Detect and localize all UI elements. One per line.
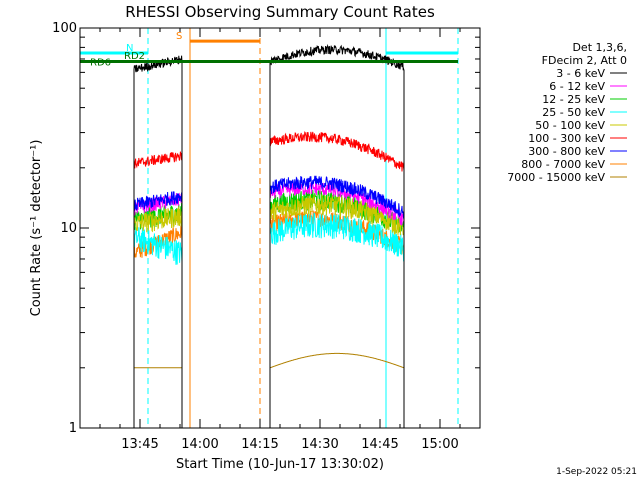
flag-bars bbox=[80, 39, 458, 63]
series-line bbox=[133, 151, 183, 428]
series-line bbox=[133, 225, 183, 428]
y-tick-label: 10 bbox=[60, 221, 77, 236]
x-tick-label: 15:00 bbox=[421, 437, 458, 452]
series-line bbox=[269, 43, 405, 428]
flag-label: RD6 bbox=[90, 57, 111, 68]
series-line bbox=[133, 206, 183, 428]
series-line bbox=[133, 226, 183, 428]
legend-entry-label: 7000 - 15000 keV bbox=[507, 171, 605, 184]
legend-entry-label: 3 - 6 keV bbox=[556, 67, 605, 80]
series-line bbox=[269, 352, 405, 428]
x-tick-label: 13:45 bbox=[121, 437, 158, 452]
x-tick-label: 14:00 bbox=[181, 437, 218, 452]
timestamp: 1-Sep-2022 05:21 bbox=[556, 467, 637, 477]
x-axis-label: Start Time (10-Jun-17 13:30:02) bbox=[176, 457, 384, 472]
flag-label: RD2 bbox=[124, 51, 145, 62]
y-tick-label: 1 bbox=[69, 421, 77, 436]
legend-entry-label: 6 - 12 keV bbox=[549, 80, 605, 93]
y-axis-label: Count Rate (s⁻¹ detector⁻¹) bbox=[29, 140, 44, 317]
x-tick-label: 14:15 bbox=[241, 437, 278, 452]
legend-header: FDecim 2, Att 0 bbox=[542, 54, 627, 67]
y-tick-label: 100 bbox=[52, 21, 77, 36]
y-axis-ticks: 1 10 100 bbox=[52, 21, 480, 436]
chart-title: RHESSI Observing Summary Count Rates bbox=[125, 3, 435, 21]
legend-entry-label: 12 - 25 keV bbox=[542, 93, 605, 106]
legend-entry-label: 25 - 50 keV bbox=[542, 106, 605, 119]
series-line bbox=[269, 212, 405, 428]
series-line bbox=[269, 131, 405, 428]
x-tick-label: 14:30 bbox=[301, 437, 338, 452]
flag-label: N bbox=[126, 43, 133, 54]
legend-entry-label: 800 - 7000 keV bbox=[521, 158, 605, 171]
x-axis-ticks: 13:45 14:00 14:15 14:30 14:45 15:00 bbox=[79, 28, 481, 452]
flag-label: S bbox=[176, 31, 182, 42]
legend-header: Det 1,3,6, bbox=[572, 41, 627, 54]
flag-labels: N S RD2 RD6 bbox=[90, 31, 182, 68]
legend-entry-label: 50 - 100 keV bbox=[535, 119, 605, 132]
series-line bbox=[133, 191, 183, 428]
legend-entry-label: 300 - 800 keV bbox=[528, 145, 605, 158]
x-tick-label: 14:45 bbox=[361, 437, 398, 452]
series-line bbox=[133, 367, 183, 428]
series-lines bbox=[133, 43, 405, 428]
legend-entry-label: 100 - 300 keV bbox=[528, 132, 605, 145]
series-line bbox=[269, 175, 405, 428]
